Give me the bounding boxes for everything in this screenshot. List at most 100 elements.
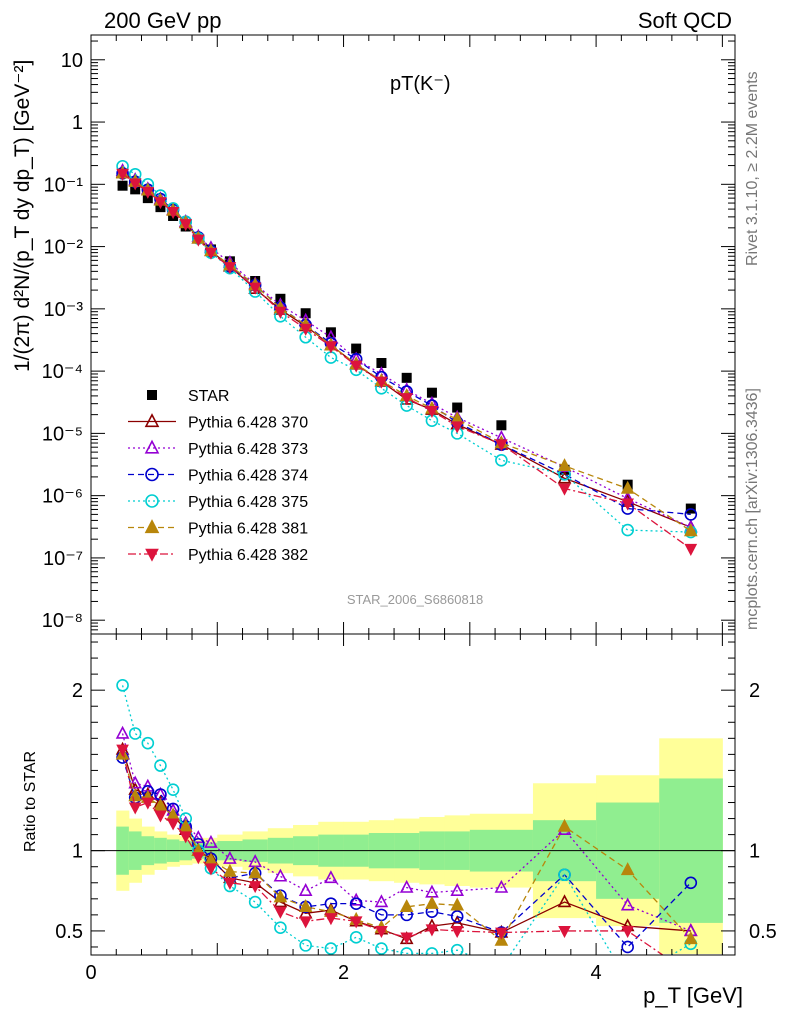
main-data-point bbox=[621, 498, 634, 511]
main-data-point bbox=[450, 421, 464, 434]
ratio-data-point bbox=[223, 877, 237, 890]
ratio-data-point bbox=[178, 818, 193, 832]
main-data-point bbox=[452, 402, 463, 413]
main-data-point bbox=[324, 341, 338, 354]
legend-label: Pythia 6.428 375 bbox=[188, 494, 308, 511]
main-data-point bbox=[557, 458, 572, 472]
y-tick-label: 10⁻⁵ bbox=[42, 423, 83, 445]
x-tick-label: 4 bbox=[591, 962, 602, 984]
ratio-series-line bbox=[121, 749, 691, 940]
main-series-0 bbox=[117, 180, 696, 514]
ratio-series-line bbox=[121, 757, 692, 948]
y-tick-label: 10⁻² bbox=[44, 237, 84, 259]
ratio-data-point bbox=[298, 899, 313, 913]
ratio-data-point bbox=[273, 868, 288, 882]
ratio-data-point bbox=[248, 865, 262, 879]
legend-label: Pythia 6.428 381 bbox=[188, 521, 308, 538]
plot-frames bbox=[90, 34, 736, 956]
ratio-data-point bbox=[128, 802, 142, 815]
x-tick-label: 2 bbox=[338, 962, 349, 984]
main-data-point bbox=[496, 420, 507, 431]
ratio-data-point bbox=[450, 897, 465, 911]
main-series-line bbox=[122, 172, 691, 516]
ratio-data-point bbox=[495, 927, 508, 940]
header-left: 200 GeV pp bbox=[104, 8, 222, 33]
legend-entry: Pythia 6.428 375 bbox=[128, 494, 308, 511]
ratio-data-point bbox=[154, 759, 167, 772]
ratio-data-point bbox=[494, 932, 509, 946]
ratio-data-point bbox=[620, 897, 635, 911]
ratio-data-point bbox=[192, 852, 205, 865]
legend-marker bbox=[144, 413, 160, 428]
x-tick-label: 0 bbox=[85, 962, 96, 984]
legend: STAR Pythia 6.428 370 Pythia 6.428 373 Pyth… bbox=[128, 388, 308, 564]
ratio-data-point bbox=[425, 924, 439, 937]
ratio-data-point bbox=[558, 926, 571, 939]
ratio-data-point bbox=[116, 679, 129, 692]
ratio-series-group bbox=[115, 679, 698, 973]
ratio-data-point bbox=[223, 863, 237, 877]
main-data-point bbox=[299, 323, 312, 336]
main-series-group bbox=[115, 159, 698, 556]
legend-entry: Pythia 6.428 382 bbox=[128, 547, 308, 564]
ratio-data-point bbox=[496, 962, 507, 973]
main-data-point bbox=[117, 180, 128, 191]
ratio-data-point bbox=[274, 906, 287, 919]
mcplots-reference: mcplots.cern.ch [arXiv:1306.3436] bbox=[744, 388, 761, 630]
legend-label: Pythia 6.428 374 bbox=[188, 468, 308, 485]
ratio-data-point bbox=[399, 879, 414, 893]
main-data-point bbox=[621, 523, 634, 537]
main-data-point bbox=[141, 186, 155, 199]
main-data-point bbox=[324, 351, 338, 364]
y-axis-label: 1/(2π) d²N/(p_T dy dp_T) [GeV⁻²] bbox=[11, 59, 34, 372]
ratio-data-point bbox=[128, 788, 143, 802]
ratio-data-point bbox=[141, 797, 155, 810]
ratio-y-tick-label-right: 0.5 bbox=[749, 921, 777, 943]
ratio-data-point bbox=[204, 863, 218, 876]
ratio-data-point bbox=[450, 883, 465, 897]
ratio-data-point bbox=[324, 942, 338, 955]
ratio-data-point bbox=[374, 894, 389, 908]
ratio-y-tick-label-right: 1 bbox=[749, 841, 760, 863]
ratio-data-point bbox=[425, 895, 439, 909]
ratio-data-point bbox=[179, 831, 193, 844]
main-frame bbox=[90, 34, 736, 635]
main-data-point bbox=[166, 207, 180, 220]
y-tick-label: 10 bbox=[61, 50, 83, 72]
ratio-frame bbox=[90, 633, 736, 956]
ratio-data-point bbox=[425, 947, 439, 955]
ratio-y-tick-label-left: 0.5 bbox=[55, 921, 83, 943]
main-data-point bbox=[376, 358, 387, 369]
main-data-point bbox=[400, 393, 414, 406]
main-data-point bbox=[683, 523, 698, 537]
header-right: Soft QCD bbox=[637, 8, 732, 33]
main-data-point bbox=[684, 508, 698, 521]
legend-entry: Pythia 6.428 381 bbox=[128, 519, 308, 538]
main-data-point bbox=[179, 219, 193, 232]
y-tick-label: 10⁻³ bbox=[44, 299, 84, 321]
legend-label: Pythia 6.428 370 bbox=[188, 415, 308, 432]
ratio-data-point bbox=[324, 870, 338, 884]
ratio-data-point bbox=[683, 931, 698, 945]
main-series-6 bbox=[116, 168, 698, 556]
main-data-point bbox=[495, 453, 508, 467]
ratio-series-line bbox=[121, 749, 664, 955]
legend-entry: STAR bbox=[147, 388, 229, 405]
y-tick-label: 10⁻⁶ bbox=[42, 486, 83, 508]
chart-title: pT(K⁻) bbox=[390, 73, 451, 95]
ratio-data-point bbox=[223, 850, 237, 864]
ratio-data-point bbox=[166, 783, 180, 796]
y-tick-label: 1 bbox=[72, 112, 83, 134]
main-data-point bbox=[154, 197, 167, 210]
ratio-data-point bbox=[154, 810, 167, 823]
ratio-data-point bbox=[166, 818, 180, 831]
legend-label: Pythia 6.428 373 bbox=[188, 441, 308, 458]
legend-marker bbox=[145, 548, 159, 562]
y-tick-label: 10⁻¹ bbox=[44, 174, 84, 196]
ratio-data-point bbox=[375, 942, 388, 955]
main-series-line bbox=[122, 173, 692, 550]
ratio-data-point bbox=[349, 931, 363, 944]
ratio-data-point bbox=[128, 727, 142, 740]
main-data-point bbox=[495, 439, 508, 452]
ratio-data-point bbox=[141, 736, 155, 750]
